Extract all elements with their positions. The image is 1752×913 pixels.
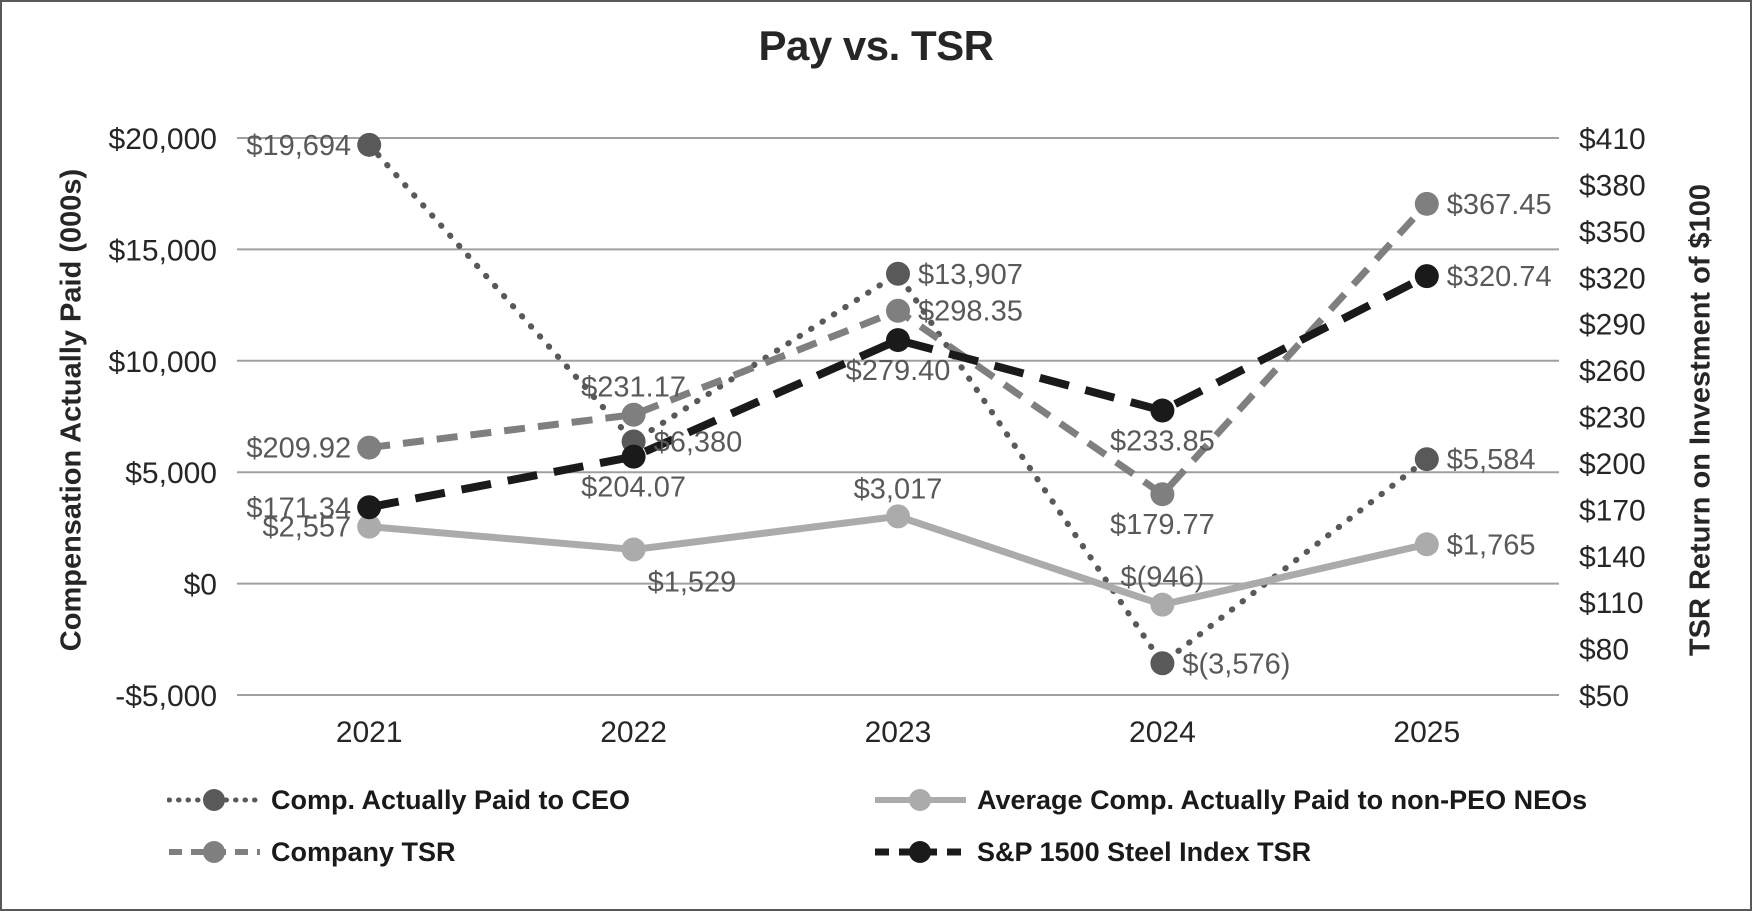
data-label: $6,380 xyxy=(654,426,743,458)
data-label: $1,765 xyxy=(1447,529,1536,561)
data-label: $13,907 xyxy=(918,259,1023,291)
legend-label: Comp. Actually Paid to CEO xyxy=(271,784,631,815)
data-label: $204.07 xyxy=(581,472,686,504)
right-axis-tick-label: $350 xyxy=(1579,216,1646,249)
data-label: $3,017 xyxy=(854,473,943,505)
legend-sample-icon xyxy=(167,789,262,811)
left-axis-tick-label: -$5,000 xyxy=(115,680,217,713)
data-label: $19,694 xyxy=(246,130,351,162)
data-label: $279.40 xyxy=(846,355,951,387)
data-label: $(946) xyxy=(1120,562,1204,594)
legend-sample-icon xyxy=(875,841,966,863)
x-axis-tick-label: 2022 xyxy=(600,716,667,749)
data-label: $233.85 xyxy=(1110,426,1215,458)
data-label: $2,557 xyxy=(262,512,351,544)
right-axis-tick-label: $140 xyxy=(1579,541,1646,574)
data-label: $179.77 xyxy=(1110,509,1215,541)
left-axis-tick-label: $5,000 xyxy=(125,457,217,490)
legend: Comp. Actually Paid to CEO Average Comp. … xyxy=(167,780,1587,872)
left-axis-tick-label: $20,000 xyxy=(109,123,217,156)
series-1-marker xyxy=(357,514,382,539)
series-2-marker xyxy=(886,298,910,323)
right-axis-tick-label: $380 xyxy=(1579,169,1646,202)
series-1-marker xyxy=(621,537,646,562)
right-axis-tick-label: $260 xyxy=(1579,355,1646,388)
series-2-marker xyxy=(1150,482,1175,507)
series-2-marker xyxy=(621,402,646,427)
series-3-marker xyxy=(621,444,646,469)
chart-title: Pay vs. TSR xyxy=(758,22,994,69)
legend-label: S&P 1500 Steel Index TSR xyxy=(977,836,1312,867)
series-1-marker xyxy=(886,504,910,529)
right-axis-tick-label: $320 xyxy=(1579,262,1646,295)
x-axis-tick-label: 2024 xyxy=(1129,716,1196,749)
left-axis-tick-label: $15,000 xyxy=(109,234,217,267)
right-axis-tick-label: $80 xyxy=(1579,634,1629,667)
legend-label: Company TSR xyxy=(271,836,456,867)
right-axis-tick-label: $200 xyxy=(1579,448,1646,481)
data-label: $(3,576) xyxy=(1182,648,1290,680)
legend-sample-icon xyxy=(169,841,260,863)
right-axis-tick-label: $230 xyxy=(1579,402,1646,435)
data-label: $320.74 xyxy=(1447,261,1552,293)
right-axis-tick-label: $110 xyxy=(1579,587,1644,620)
x-axis-tick-label: 2025 xyxy=(1393,716,1460,749)
x-axis-tick-label: 2021 xyxy=(336,716,403,749)
data-label: $298.35 xyxy=(918,296,1023,328)
legend-item-0: Comp. Actually Paid to CEO xyxy=(167,780,873,820)
right-axis-tick-label: $290 xyxy=(1579,309,1646,342)
series-3-marker xyxy=(357,495,382,520)
series-0-marker xyxy=(886,261,910,286)
data-label: $171.34 xyxy=(246,492,351,524)
series-1-marker xyxy=(1150,592,1175,617)
right-axis-tick-label: $410 xyxy=(1579,123,1646,156)
series-3-marker xyxy=(1414,264,1439,289)
left-axis-tick-label: $0 xyxy=(184,569,217,602)
x-axis-tick-label: 2023 xyxy=(865,716,932,749)
series-3-marker xyxy=(886,328,910,353)
data-label: $231.17 xyxy=(581,372,686,404)
series-3-marker xyxy=(1150,398,1175,423)
legend-item-1: Average Comp. Actually Paid to non-PEO N… xyxy=(873,780,1587,820)
data-label: $367.45 xyxy=(1447,189,1552,221)
series-line-0 xyxy=(366,141,1430,668)
data-label: $5,584 xyxy=(1447,444,1536,476)
series-2-marker xyxy=(357,435,382,460)
series-0-marker xyxy=(357,132,382,157)
right-axis-tick-label: $50 xyxy=(1579,680,1629,713)
series-0-marker xyxy=(1414,447,1439,472)
legend-label: Average Comp. Actually Paid to non-PEO N… xyxy=(977,784,1588,815)
legend-item-2: Company TSR xyxy=(167,832,873,872)
series-line-1 xyxy=(368,512,1428,609)
data-label: $1,529 xyxy=(648,567,737,599)
left-axis-tick-label: $10,000 xyxy=(109,346,217,379)
legend-item-3: S&P 1500 Steel Index TSR xyxy=(873,832,1587,872)
right-axis-tick-label: $170 xyxy=(1579,494,1646,527)
series-1-marker xyxy=(1414,532,1439,557)
series-2-marker xyxy=(1414,191,1439,216)
legend-sample-icon xyxy=(875,789,966,811)
data-label: $209.92 xyxy=(246,433,351,465)
series-0-marker xyxy=(1150,651,1175,676)
